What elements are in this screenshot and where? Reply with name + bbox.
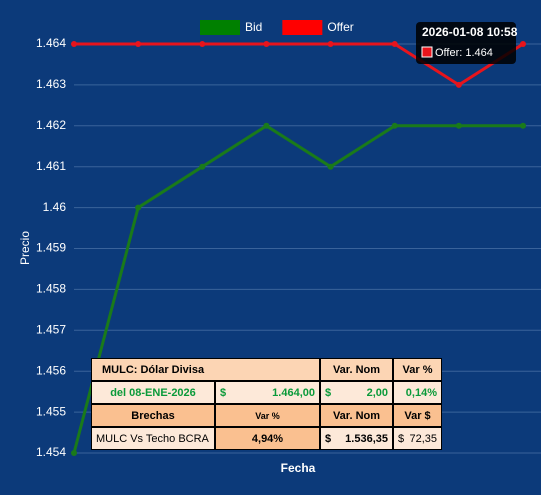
y-tick-label: 1.464 [36,36,66,50]
y-tick-label: 1.46 [43,200,67,214]
point [71,41,77,47]
tooltip: 2026-01-08 10:58 Offer: 1.464 [416,22,518,64]
y-tick-label: 1.459 [36,241,66,255]
point [71,450,77,456]
table-cell: $ [398,433,405,445]
table-cell: MULC Vs Techo BCRA [91,427,215,450]
point [199,163,206,170]
point [520,41,526,47]
table-cell: 72,35 [409,433,437,445]
point [391,122,398,129]
legend-label: Offer [327,20,353,34]
point [455,81,462,88]
table-cell: 1.536,35 [345,433,388,445]
table-cell: MULC: Dólar Divisa [91,358,320,381]
table-cell: $ [325,387,332,399]
point [199,41,206,47]
table-cell: 4,94% [215,427,320,450]
table-cell: Var % [393,358,442,381]
table-cell: 0,14% [393,381,442,404]
table-cell: $72,35 [393,427,442,450]
y-tick-label: 1.456 [36,363,66,377]
table-cell: $ [325,433,332,445]
y-tick-label: 1.455 [36,404,66,418]
tooltip-box [416,22,516,64]
table-cell: 2,00 [366,387,388,399]
x-axis-label: Fecha [281,461,316,475]
point [455,122,462,129]
table-cell: Brechas [91,404,215,427]
point [263,122,270,129]
point [520,122,526,129]
table-cell: Var % [215,404,320,427]
y-tick-label: 1.458 [36,282,66,296]
table-cell: Var. Nom [320,358,393,381]
y-tick-label: 1.454 [36,445,66,459]
y-tick-label: 1.461 [36,159,66,173]
point [135,41,142,47]
table-cell: 1.464,00 [272,387,315,399]
point [135,204,142,211]
series-line [72,124,523,454]
point [327,163,334,170]
table-cell: Var $ [393,404,442,427]
point [391,41,398,47]
legend-label: Bid [245,20,262,34]
y-axis-label: Precio [18,231,32,265]
y-tick-label: 1.463 [36,77,66,91]
tooltip-text: Offer: 1.464 [435,47,493,59]
table-cell: $2,00 [320,381,393,404]
tooltip-swatch [421,46,433,58]
table-cell: $1.464,00 [215,381,320,404]
point [327,41,334,47]
series-line [74,42,524,87]
table-cell: $ [220,387,227,399]
legend-swatch [200,20,240,35]
point [263,41,270,47]
table-cell: Var. Nom [320,404,393,427]
y-tick-label: 1.462 [36,118,66,132]
table-cell: $1.536,35 [320,427,393,450]
table-cell: del 08-ENE-2026 [91,381,215,404]
y-tick-label: 1.457 [36,322,66,336]
tooltip-title: 2026-01-08 10:58 [422,25,518,39]
summary-table: MULC: Dólar Divisa Var. Nom Var % del 08… [91,358,442,450]
legend-swatch [282,20,323,35]
